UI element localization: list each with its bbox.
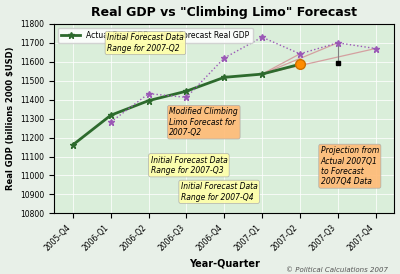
Text: Initial Forecast Data
Range for 2007-Q2: Initial Forecast Data Range for 2007-Q2: [107, 33, 184, 53]
Text: Projection from
Actual 2007Q1
to Forecast
2007Q4 Data: Projection from Actual 2007Q1 to Forecas…: [321, 146, 379, 186]
X-axis label: Year-Quarter: Year-Quarter: [189, 258, 260, 269]
Title: Real GDP vs "Climbing Limo" Forecast: Real GDP vs "Climbing Limo" Forecast: [91, 5, 357, 19]
Text: Modified Climbing
Limo Forecast for
2007-Q2: Modified Climbing Limo Forecast for 2007…: [170, 107, 238, 137]
Text: © Political Calculations 2007: © Political Calculations 2007: [286, 267, 388, 273]
Text: Initial Forecast Data
Range for 2007-Q4: Initial Forecast Data Range for 2007-Q4: [181, 182, 258, 201]
Y-axis label: Real GDP (billions 2000 $USD): Real GDP (billions 2000 $USD): [6, 47, 14, 190]
Text: Initial Forecast Data
Range for 2007-Q3: Initial Forecast Data Range for 2007-Q3: [150, 156, 227, 175]
Legend: Actual Real GDP, Forecast Real GDP: Actual Real GDP, Forecast Real GDP: [58, 28, 253, 43]
